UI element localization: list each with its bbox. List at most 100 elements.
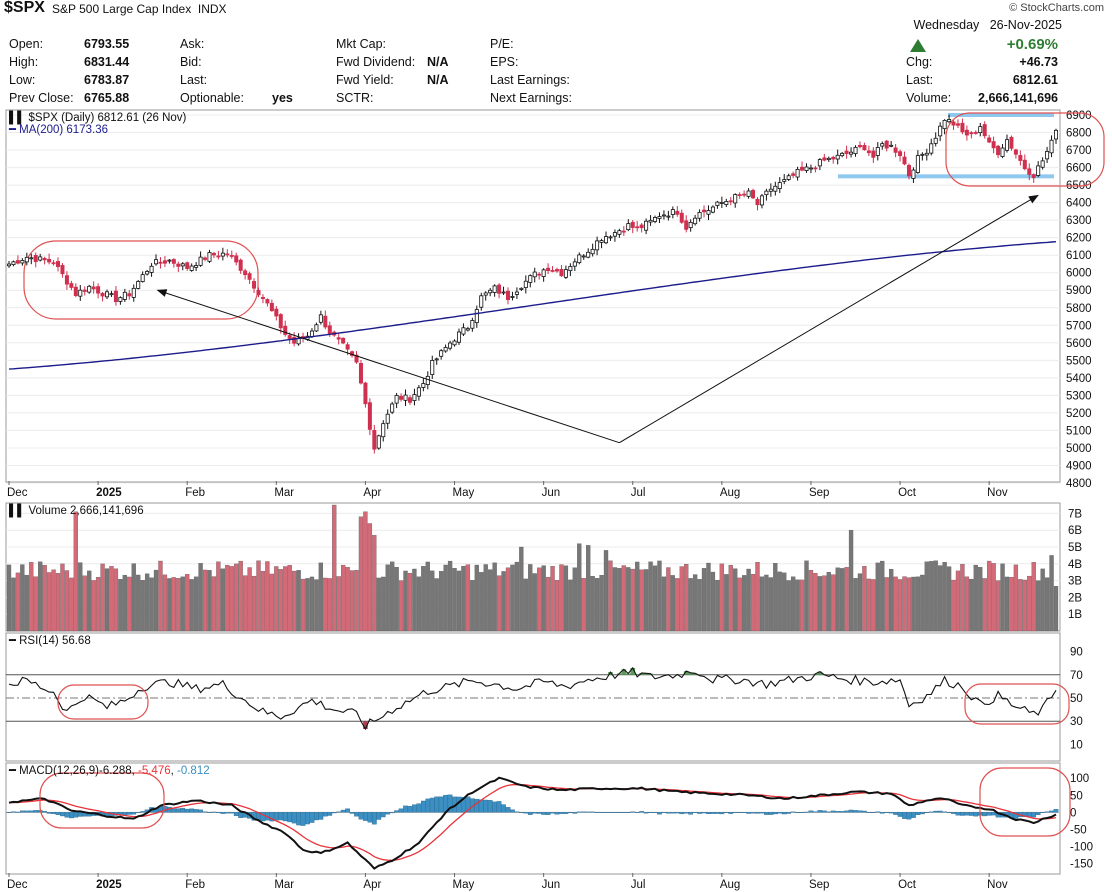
volume-bar xyxy=(884,577,889,632)
macd-histogram-bar xyxy=(24,810,30,813)
macd-histogram-bar xyxy=(563,812,569,814)
candle-body xyxy=(376,435,381,449)
month-label: Sep xyxy=(809,879,829,891)
macd-tick-label: -50 xyxy=(1070,824,1087,836)
candle-body xyxy=(51,262,56,265)
candle-body xyxy=(87,285,92,293)
candle-body xyxy=(1022,159,1027,170)
candle-body xyxy=(100,293,105,297)
volume-bar xyxy=(661,576,667,632)
candle-body xyxy=(488,289,493,294)
candle-body xyxy=(751,189,756,199)
volume-bar xyxy=(924,561,929,632)
volume-bar xyxy=(452,567,457,632)
volume-bar xyxy=(612,567,618,632)
macd-histogram-bar xyxy=(768,812,774,815)
candle-body xyxy=(737,194,742,197)
macd-histogram-bar xyxy=(363,812,368,821)
price-tick-label: 6600 xyxy=(1066,163,1092,175)
candle-body xyxy=(608,236,613,239)
macd-histogram-bar xyxy=(220,812,226,814)
macd-histogram-bar xyxy=(674,812,680,814)
candle-body xyxy=(314,324,319,332)
volume-bar xyxy=(87,570,92,632)
volume-bar xyxy=(323,577,328,632)
candle-body xyxy=(710,206,715,213)
volume-bar xyxy=(238,560,243,632)
candle-body xyxy=(238,259,243,271)
macd-histogram-bar xyxy=(777,812,783,814)
volume-bar xyxy=(447,560,453,632)
macd-histogram-bar xyxy=(296,812,301,826)
macd-histogram-bar xyxy=(826,811,832,813)
candle-body xyxy=(1031,174,1036,179)
volume-panel-title: ▌▌ Volume 2,666,141,696 xyxy=(9,503,144,518)
volume-bar xyxy=(20,564,25,632)
macd-histogram-bar xyxy=(666,812,671,814)
macd-histogram-bar xyxy=(732,812,738,813)
macd-histogram-bar xyxy=(897,812,903,817)
price-tick-label: 6400 xyxy=(1066,198,1092,210)
macd-histogram-bar xyxy=(594,812,600,813)
volume-bar xyxy=(737,577,742,632)
volume-bar xyxy=(1044,577,1050,632)
macd-histogram-bar xyxy=(585,811,591,813)
candle-body xyxy=(162,260,167,264)
volume-bar xyxy=(679,566,684,632)
macd-histogram-bar xyxy=(171,808,177,813)
candle-body xyxy=(292,337,297,344)
macd-histogram-bar xyxy=(772,812,778,815)
candle-body xyxy=(167,259,172,262)
candle-body xyxy=(541,269,546,277)
volume-bar xyxy=(242,575,248,632)
month-label: Feb xyxy=(185,487,205,499)
volume-bar xyxy=(421,566,426,632)
candlesticks xyxy=(7,114,1059,454)
macd-histogram-bar xyxy=(287,812,293,823)
candle-body xyxy=(1049,139,1054,154)
candle-body xyxy=(82,289,87,292)
candle-body xyxy=(64,275,69,285)
quote-label: Next Earnings: xyxy=(490,91,572,105)
volume-bar xyxy=(545,576,551,632)
candle-body xyxy=(29,257,34,260)
volume-bar xyxy=(180,576,185,632)
candle-body xyxy=(198,256,203,266)
candle-body xyxy=(145,271,150,275)
macd-histogram-bar xyxy=(527,812,533,815)
volume-bar xyxy=(559,564,564,632)
stockcharts-credit[interactable]: © StockCharts.com xyxy=(1009,2,1104,14)
volume-bar xyxy=(933,560,938,632)
candle-body xyxy=(1054,129,1059,140)
macd-histogram-bar xyxy=(964,812,970,816)
volume-bar xyxy=(185,574,190,632)
candle-body xyxy=(595,240,600,251)
volume-bar xyxy=(501,571,506,632)
volume-bar xyxy=(964,576,970,632)
macd-histogram-bar xyxy=(603,812,609,813)
volume-bar xyxy=(795,579,800,632)
price-tick-label: 5000 xyxy=(1066,443,1092,455)
volume-bar xyxy=(510,564,515,632)
price-tick-label: 5600 xyxy=(1066,338,1092,350)
price-tick-label: 6300 xyxy=(1066,215,1092,227)
volume-bar xyxy=(492,562,497,632)
annotation-circle xyxy=(39,772,165,829)
month-label: Apr xyxy=(363,487,381,499)
volume-bar xyxy=(777,571,782,632)
candle-body xyxy=(702,209,707,213)
price-tick-label: 6800 xyxy=(1066,128,1092,140)
volume-bar xyxy=(430,570,435,632)
macd-histogram-bar xyxy=(505,807,511,813)
volume-bar xyxy=(969,578,974,632)
volume-bar xyxy=(162,574,168,632)
volume-bar xyxy=(826,572,831,632)
macd-histogram-bar xyxy=(474,798,480,813)
price-tick-label: 5500 xyxy=(1066,355,1092,367)
volume-bar xyxy=(64,570,70,632)
volume-bar xyxy=(193,576,199,632)
quote-label: Bid: xyxy=(180,55,202,69)
candle-body xyxy=(563,269,568,278)
candle-body xyxy=(96,286,101,294)
candle-body xyxy=(991,141,996,149)
